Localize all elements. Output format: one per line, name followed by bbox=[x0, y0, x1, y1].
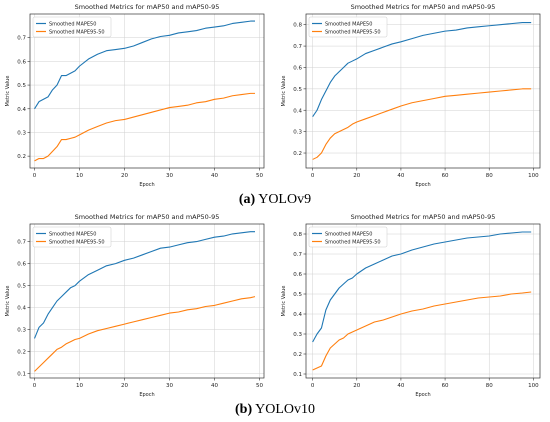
series-line-2 bbox=[312, 291, 532, 371]
y-tick-label: 0.6 bbox=[293, 65, 302, 71]
chart-yolov9-50-epochs: Smoothed Metrics for mAP50 and mAP50-95 0… bbox=[5, 3, 265, 188]
plot-frame bbox=[29, 223, 265, 379]
x-tick-label: 0 bbox=[33, 383, 37, 389]
y-tick-label: 0.5 bbox=[293, 292, 302, 298]
legend-label-2: Smoothed MAPE95-50 bbox=[49, 30, 105, 36]
x-tick-label: 80 bbox=[486, 173, 493, 179]
y-tick-label: 0.5 bbox=[17, 83, 26, 89]
x-axis-label: Epoch bbox=[415, 182, 430, 188]
legend-box bbox=[32, 16, 112, 38]
caption-b-text: YOLOv10 bbox=[255, 402, 315, 417]
x-tick-label: 100 bbox=[528, 173, 539, 179]
x-axis-label: Epoch bbox=[139, 392, 154, 398]
y-tick-label: 0.2 bbox=[293, 151, 302, 157]
y-tick-label: 0.7 bbox=[17, 240, 26, 246]
legend-label-2: Smoothed MAPE95-50 bbox=[325, 240, 381, 246]
plot-frame bbox=[305, 13, 541, 169]
legend-label-1: Smoothed MAPE50 bbox=[49, 22, 96, 28]
x-tick-label: 0 bbox=[311, 173, 315, 179]
x-tick-label: 0 bbox=[311, 383, 315, 389]
chart-title: Smoothed Metrics for mAP50 and mAP50-95 bbox=[351, 213, 496, 221]
x-tick-label: 50 bbox=[256, 173, 263, 179]
series-line-1 bbox=[312, 231, 532, 343]
series-line-2 bbox=[34, 92, 255, 162]
plot-frame bbox=[29, 13, 265, 169]
caption-a-letter: (a) bbox=[238, 192, 256, 207]
legend-label-1: Smoothed MAPE50 bbox=[325, 22, 372, 28]
y-tick-label: 0.4 bbox=[293, 312, 302, 318]
y-tick-label: 0.3 bbox=[293, 130, 302, 136]
x-tick-label: 60 bbox=[442, 383, 449, 389]
y-tick-label: 0.6 bbox=[17, 59, 26, 65]
y-tick-label: 0.1 bbox=[17, 372, 26, 378]
y-tick-label: 0.3 bbox=[17, 328, 26, 334]
y-tick-label: 0.4 bbox=[17, 306, 26, 312]
legend-box bbox=[308, 16, 388, 38]
legend-box bbox=[308, 226, 388, 248]
y-tick-label: 0.2 bbox=[17, 350, 26, 356]
series-line-1 bbox=[34, 20, 255, 110]
plot-frame bbox=[305, 223, 541, 379]
x-tick-label: 20 bbox=[121, 383, 128, 389]
series-line-2 bbox=[312, 88, 532, 160]
series-line-2 bbox=[34, 296, 256, 372]
y-tick-label: 0.6 bbox=[17, 262, 26, 268]
legend-label-1: Smoothed MAPE50 bbox=[325, 232, 372, 238]
y-tick-label: 0.4 bbox=[293, 108, 302, 114]
caption-b: (b) YOLOv10 bbox=[0, 402, 550, 418]
caption-a: (a) YOLOv9 bbox=[0, 192, 550, 208]
series-line-1 bbox=[33, 231, 255, 339]
chart-title: Smoothed Metrics for mAP50 and mAP50-95 bbox=[351, 3, 496, 11]
caption-a-text: YOLOv9 bbox=[258, 192, 312, 207]
chart-yolov10-100-epochs: Smoothed Metrics for mAP50 and mAP50-95 0… bbox=[281, 213, 541, 398]
series-line-1 bbox=[312, 22, 532, 117]
y-tick-label: 0.2 bbox=[17, 154, 26, 160]
y-axis-label: Metric Value bbox=[281, 76, 287, 107]
x-tick-label: 80 bbox=[486, 383, 493, 389]
y-tick-label: 0.5 bbox=[17, 284, 26, 290]
x-tick-label: 60 bbox=[442, 173, 449, 179]
x-tick-label: 30 bbox=[166, 173, 173, 179]
x-tick-label: 20 bbox=[353, 383, 360, 389]
y-tick-label: 0.4 bbox=[17, 107, 26, 113]
y-axis-label: Metric Value bbox=[281, 286, 287, 317]
legend-label-1: Smoothed MAPE50 bbox=[49, 232, 96, 238]
chart-yolov9-100-epochs: Smoothed Metrics for mAP50 and mAP50-95 0… bbox=[281, 3, 541, 188]
y-tick-label: 0.6 bbox=[293, 272, 302, 278]
y-tick-label: 0.3 bbox=[17, 130, 26, 136]
x-tick-label: 40 bbox=[397, 383, 404, 389]
legend-label-2: Smoothed MAPE95-50 bbox=[325, 30, 381, 36]
y-tick-label: 0.8 bbox=[293, 232, 302, 238]
x-axis-label: Epoch bbox=[139, 182, 154, 188]
y-tick-label: 0.5 bbox=[293, 87, 302, 93]
y-tick-label: 0.2 bbox=[293, 352, 302, 358]
x-tick-label: 40 bbox=[211, 173, 218, 179]
chart-title: Smoothed Metrics for mAP50 and mAP50-95 bbox=[75, 213, 220, 221]
x-tick-label: 30 bbox=[166, 383, 173, 389]
x-tick-label: 40 bbox=[211, 383, 218, 389]
x-tick-label: 10 bbox=[76, 383, 83, 389]
y-tick-label: 0.3 bbox=[293, 332, 302, 338]
x-tick-label: 20 bbox=[121, 173, 128, 179]
legend-label-2: Smoothed MAPE95-50 bbox=[49, 240, 105, 246]
x-tick-label: 10 bbox=[76, 173, 83, 179]
legend-box bbox=[32, 226, 112, 248]
y-axis-label: Metric Value bbox=[5, 286, 11, 317]
x-tick-label: 20 bbox=[353, 173, 360, 179]
y-tick-label: 0.1 bbox=[293, 372, 302, 378]
y-tick-label: 0.8 bbox=[293, 23, 302, 29]
y-tick-label: 0.7 bbox=[293, 44, 302, 50]
caption-b-letter: (b) bbox=[235, 402, 253, 417]
y-tick-label: 0.7 bbox=[17, 36, 26, 42]
y-tick-label: 0.7 bbox=[293, 252, 302, 258]
x-tick-label: 50 bbox=[256, 383, 263, 389]
x-tick-label: 100 bbox=[528, 383, 539, 389]
x-tick-label: 40 bbox=[397, 173, 404, 179]
chart-yolov10-50-epochs: Smoothed Metrics for mAP50 and mAP50-95 0… bbox=[5, 213, 265, 398]
x-axis-label: Epoch bbox=[415, 392, 430, 398]
x-tick-label: 0 bbox=[33, 173, 37, 179]
chart-title: Smoothed Metrics for mAP50 and mAP50-95 bbox=[75, 3, 220, 11]
y-axis-label: Metric Value bbox=[5, 76, 11, 107]
